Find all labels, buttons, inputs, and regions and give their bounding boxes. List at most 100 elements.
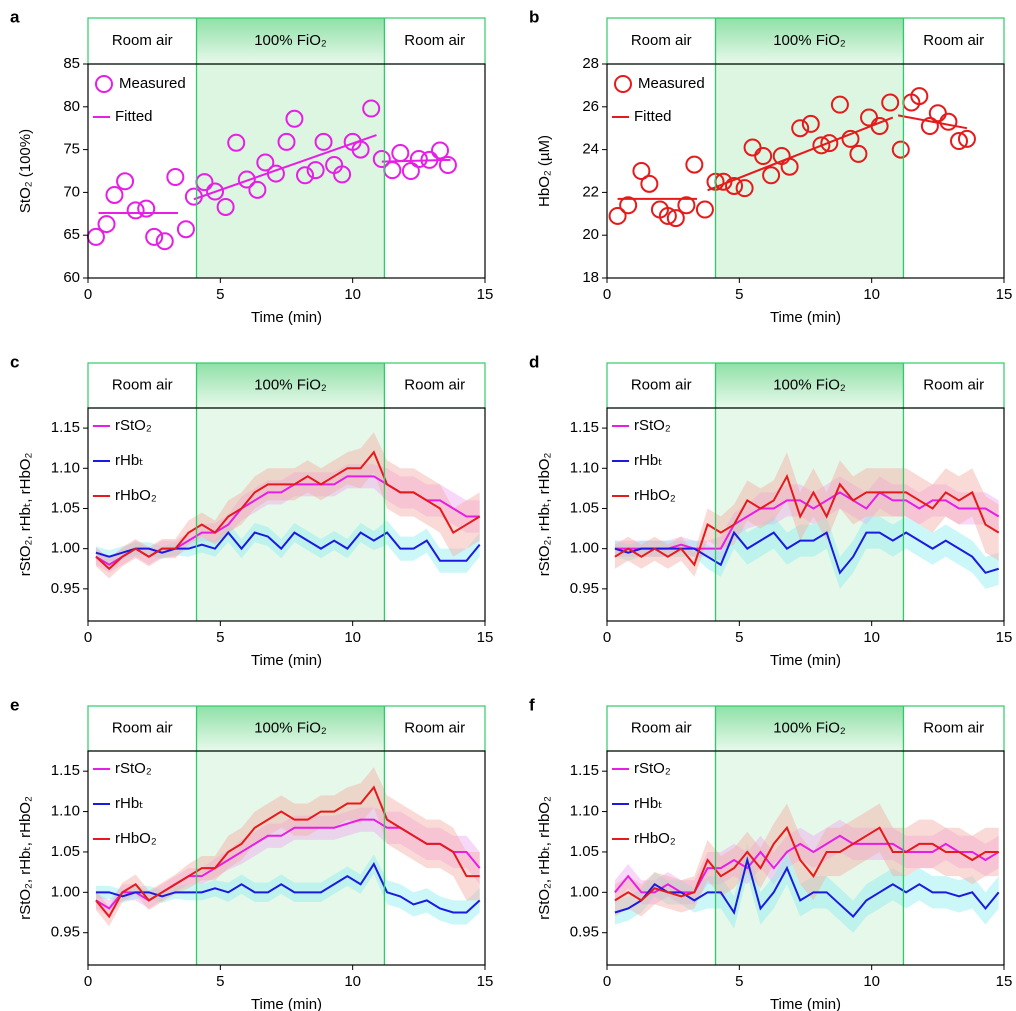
panel-label: a [10, 7, 20, 26]
marker [849, 144, 868, 163]
error-band [614, 803, 999, 917]
marker [206, 182, 225, 201]
legend-label: rHbₜ [634, 795, 663, 812]
legend-marker [95, 75, 113, 93]
marker [285, 109, 304, 128]
series-line [614, 834, 1000, 894]
y-axis-label: rStO₂, rHbₜ, rHbO₂ [17, 796, 34, 920]
marker [176, 220, 195, 239]
x-tick-label: 5 [735, 629, 743, 646]
marker [277, 132, 296, 151]
x-axis-label: Time (min) [251, 652, 322, 669]
fit-line [707, 116, 894, 192]
marker [383, 161, 402, 180]
marker [939, 112, 958, 131]
x-tick-label: 15 [477, 973, 494, 990]
marker [920, 117, 939, 136]
y-axis-label: rStO₂, rHbₜ, rHbO₂ [17, 453, 34, 577]
phase-label: 100% FiO₂ [773, 719, 846, 736]
y-axis-label: rStO₂, rHbₜ, rHbO₂ [536, 796, 553, 920]
phase-header-fill [715, 706, 904, 751]
y-tick-label: 1.05 [570, 843, 599, 860]
x-tick-label: 0 [84, 973, 92, 990]
marker [640, 174, 659, 193]
x-tick-label: 15 [477, 629, 494, 646]
y-tick-label: 85 [63, 55, 80, 72]
marker [881, 93, 900, 112]
x-tick-label: 15 [477, 286, 494, 303]
phase-header-fill [196, 363, 385, 408]
x-axis-label: Time (min) [770, 309, 841, 326]
error-band [95, 854, 480, 925]
phase-label: Room air [923, 719, 984, 736]
marker [105, 185, 124, 204]
marker [666, 209, 685, 228]
y-tick-label: 1.00 [570, 883, 599, 900]
y-tick-label: 24 [582, 141, 599, 158]
x-tick-label: 10 [863, 973, 880, 990]
marker [608, 206, 627, 225]
legend-label: rHbₜ [115, 452, 144, 469]
x-tick-label: 15 [996, 973, 1013, 990]
marker [314, 132, 333, 151]
y-tick-label: 20 [582, 226, 599, 243]
series-line [95, 862, 481, 914]
x-tick-label: 0 [84, 629, 92, 646]
x-axis-label: Time (min) [770, 996, 841, 1011]
marker [812, 136, 831, 155]
legend-label: rStO₂ [634, 760, 671, 777]
legend-label: rHbO₂ [115, 487, 157, 504]
y-axis-label: rStO₂, rHbₜ, rHbO₂ [536, 453, 553, 577]
phase-label: 100% FiO₂ [254, 719, 327, 736]
marker [830, 95, 849, 114]
error-band [95, 432, 480, 579]
x-tick-label: 10 [344, 629, 361, 646]
y-tick-label: 1.05 [51, 499, 80, 516]
plot-frame [606, 407, 1005, 622]
marker [333, 165, 352, 184]
y-tick-label: 0.95 [570, 580, 599, 597]
series-line [95, 531, 481, 562]
legend-label: rStO₂ [115, 760, 152, 777]
marker [362, 99, 381, 118]
y-tick-label: 0.95 [51, 580, 80, 597]
y-axis-label: HbO₂ (µM) [536, 135, 553, 207]
marker [431, 141, 450, 160]
y-tick-label: 1.00 [51, 540, 80, 557]
series-line [614, 530, 999, 575]
y-tick-label: 0.95 [51, 924, 80, 941]
panel-label: e [10, 695, 19, 714]
phase-label: 100% FiO₂ [254, 376, 327, 393]
marker [216, 197, 235, 216]
legend-label: rStO₂ [115, 417, 152, 434]
marker [910, 87, 929, 106]
phase-label: Room air [112, 376, 173, 393]
y-axis-label: StO₂ (100%) [17, 129, 34, 213]
marker [306, 161, 325, 180]
x-tick-label: 15 [996, 286, 1013, 303]
plot-frame [87, 407, 486, 622]
x-tick-label: 10 [863, 629, 880, 646]
x-tick-label: 5 [735, 973, 743, 990]
fit-line [381, 158, 451, 163]
y-tick-label: 1.15 [570, 762, 599, 779]
y-tick-label: 26 [582, 98, 599, 115]
y-tick-label: 1.15 [570, 419, 599, 436]
phase-label: Room air [404, 32, 465, 49]
phase-label: 100% FiO₂ [773, 376, 846, 393]
phase-label: Room air [923, 376, 984, 393]
marker [248, 180, 267, 199]
marker [891, 140, 910, 159]
error-band [614, 476, 999, 561]
phase-label: Room air [631, 719, 692, 736]
y-tick-label: 75 [63, 141, 80, 158]
panel-label: c [10, 352, 19, 371]
y-tick-label: 18 [582, 269, 599, 286]
marker [227, 133, 246, 152]
x-tick-label: 15 [996, 629, 1013, 646]
marker [841, 129, 860, 148]
plot-frame [87, 63, 486, 279]
phase-label: 100% FiO₂ [254, 32, 327, 49]
y-tick-label: 1.15 [51, 762, 80, 779]
